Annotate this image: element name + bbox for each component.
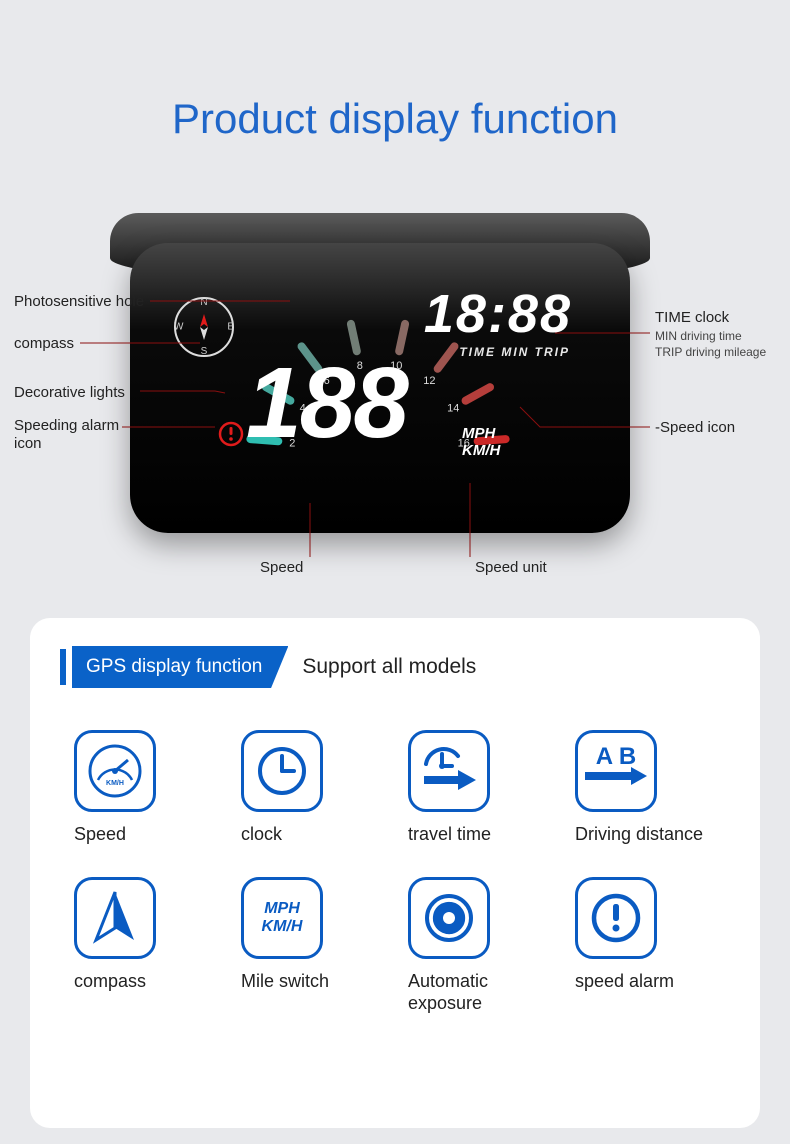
feature-speed-alarm-label: speed alarm <box>575 971 716 992</box>
feature-speed-alarm: speed alarm <box>575 877 716 1014</box>
feature-speed-label: Speed <box>74 824 215 845</box>
callout-speed-icon: -Speed icon <box>655 419 735 436</box>
device-diagram: N S E W 024681012141618 18:88 TIME MIN T… <box>0 183 790 603</box>
callout-min-driving: MIN driving time <box>655 329 742 345</box>
page-title: Product display function <box>0 0 790 143</box>
feature-compass: compass <box>74 877 215 1014</box>
gps-panel: GPS display function Support all models … <box>30 618 760 1128</box>
callout-decorative: Decorative lights <box>14 384 125 401</box>
speed-alarm-icon <box>575 877 657 959</box>
mile-switch-icon: MPHKM/H <box>241 877 323 959</box>
device-body: N S E W 024681012141618 18:88 TIME MIN T… <box>130 243 630 533</box>
compass-icon: N S E W <box>174 297 234 357</box>
feature-auto-exposure-label: Automatic exposure <box>408 971 549 1014</box>
feature-mile-switch-label: Mile switch <box>241 971 382 992</box>
svg-text:12: 12 <box>423 375 435 387</box>
compass-n: N <box>200 297 207 308</box>
feature-clock-label: clock <box>241 824 382 845</box>
callout-time-clock: TIME clock <box>655 309 729 326</box>
unit-mph: MPH <box>462 426 500 443</box>
compass-w: W <box>174 322 183 333</box>
feature-travel-time: travel time <box>408 730 549 845</box>
feature-driving-distance: A B Driving distance <box>575 730 716 845</box>
compass-feature-icon <box>74 877 156 959</box>
time-label: TIME MIN TRIP <box>459 345 570 359</box>
callout-compass: compass <box>14 335 74 352</box>
callout-photosensitive: Photosensitive hole <box>14 293 144 310</box>
unit-kmh: KM/H <box>462 443 500 460</box>
callout-trip-mileage: TRIP driving mileage <box>655 345 766 361</box>
driving-distance-icon: A B <box>575 730 657 812</box>
speed-display: 188 <box>246 353 407 453</box>
tab-gps-display: GPS display function <box>72 646 288 688</box>
alarm-icon <box>218 421 244 447</box>
compass-s: S <box>201 346 208 357</box>
feature-speed: KM/H Speed <box>74 730 215 845</box>
feature-compass-label: compass <box>74 971 215 992</box>
callout-speed-unit: Speed unit <box>475 559 547 576</box>
compass-e: E <box>227 322 234 333</box>
auto-exposure-icon <box>408 877 490 959</box>
feature-clock: clock <box>241 730 382 845</box>
callout-speeding-alarm: Speeding alarm icon <box>14 417 119 453</box>
svg-text:14: 14 <box>447 402 459 414</box>
clock-icon <box>241 730 323 812</box>
tab-accent-bar <box>60 649 66 685</box>
feature-auto-exposure: Automatic exposure <box>408 877 549 1014</box>
travel-time-icon <box>408 730 490 812</box>
time-display: 18:88 <box>424 283 572 345</box>
svg-text:KM/H: KM/H <box>106 780 124 787</box>
callout-speed: Speed <box>260 559 303 576</box>
speed-icon: KM/H <box>74 730 156 812</box>
panel-subtitle: Support all models <box>302 655 476 679</box>
feature-mile-switch: MPHKM/H Mile switch <box>241 877 382 1014</box>
feature-travel-time-label: travel time <box>408 824 549 845</box>
unit-labels: MPH KM/H <box>462 426 500 459</box>
feature-distance-label: Driving distance <box>575 824 716 845</box>
